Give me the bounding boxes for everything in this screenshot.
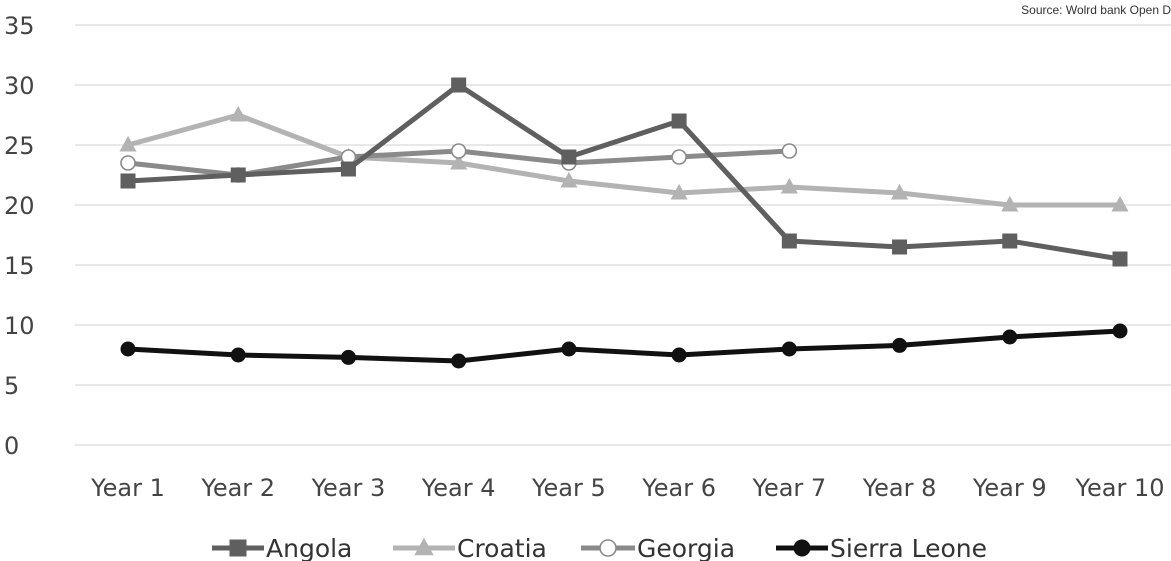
legend-marker-angola	[229, 539, 247, 557]
data-point-angola	[671, 113, 687, 129]
y-tick-label: 15	[4, 252, 35, 280]
data-point-sierra-leone	[451, 353, 467, 369]
x-tick-label: Year 3	[311, 474, 386, 502]
x-tick-label: Year 9	[972, 474, 1047, 502]
legend-marker-sierra-leone	[793, 539, 811, 557]
data-point-angola	[120, 173, 136, 189]
y-tick-label: 0	[4, 432, 19, 460]
series-line-angola	[127, 82, 1121, 262]
data-point-angola	[892, 239, 908, 255]
x-tick-label: Year 7	[751, 474, 826, 502]
legend-label: Croatia	[457, 534, 547, 561]
data-point-croatia	[780, 177, 798, 194]
x-axis-ticks: Year 1 Year 2 Year 3 Year 4 Year 5 Year 6 Year…	[90, 474, 1164, 502]
y-tick-label: 10	[4, 312, 35, 340]
legend-marker-croatia	[414, 537, 434, 556]
series-line-croatia	[127, 112, 1120, 208]
legend-item-sierra-leone: Sierra Leone	[776, 534, 987, 561]
data-point-sierra-leone	[671, 347, 687, 363]
data-point-angola	[340, 161, 356, 177]
data-point-georgia	[450, 143, 467, 159]
series-sierra-leone	[120, 323, 1128, 369]
data-point-sierra-leone	[340, 349, 356, 365]
series-line-sierra-leone	[127, 328, 1121, 364]
data-point-croatia	[450, 153, 468, 170]
x-tick-label: Year 2	[200, 474, 275, 502]
data-point-sierra-leone	[1002, 329, 1018, 345]
data-point-angola	[1002, 233, 1018, 249]
x-tick-label: Year 1	[90, 474, 165, 502]
data-point-angola	[561, 149, 577, 165]
data-point-angola	[781, 233, 797, 249]
data-point-georgia	[671, 149, 687, 165]
legend: Angola Croatia Georgia Sierra Leone	[212, 534, 987, 561]
data-point-croatia	[1001, 195, 1019, 212]
data-point-croatia	[560, 171, 578, 188]
series-angola	[120, 77, 1128, 267]
x-tick-label: Year 10	[1075, 474, 1165, 502]
y-axis-ticks: 0 5 10 15 20 25 30 35	[4, 12, 35, 460]
legend-item-croatia: Croatia	[393, 534, 547, 561]
data-point-georgia	[781, 143, 798, 159]
data-point-croatia	[670, 183, 688, 200]
y-tick-label: 5	[4, 372, 19, 400]
data-point-sierra-leone	[561, 341, 577, 357]
x-tick-label: Year 5	[531, 474, 606, 502]
data-point-croatia	[119, 135, 137, 152]
series-croatia	[119, 105, 1129, 212]
data-point-croatia	[1111, 195, 1129, 212]
legend-label: Sierra Leone	[830, 534, 987, 561]
y-tick-label: 20	[4, 192, 35, 220]
data-point-angola	[1112, 251, 1128, 267]
gridlines	[75, 24, 1171, 446]
data-point-sierra-leone	[781, 341, 797, 357]
x-tick-label: Year 4	[421, 474, 496, 502]
data-point-sierra-leone	[1112, 323, 1128, 339]
data-point-angola	[230, 167, 246, 183]
legend-item-georgia: Georgia	[581, 534, 735, 561]
source-note: Source: Wolrd bank Open D	[1021, 3, 1171, 17]
x-tick-label: Year 8	[862, 474, 937, 502]
y-tick-label: 35	[4, 12, 35, 40]
data-point-sierra-leone	[892, 337, 908, 353]
x-tick-label: Year 6	[641, 474, 716, 502]
data-point-croatia	[891, 183, 909, 200]
data-point-angola	[451, 77, 467, 93]
data-point-georgia	[120, 155, 136, 171]
data-point-sierra-leone	[120, 341, 136, 357]
data-point-sierra-leone	[230, 347, 246, 363]
y-tick-label: 25	[4, 132, 35, 160]
data-point-croatia	[229, 105, 247, 122]
legend-item-angola: Angola	[212, 534, 352, 561]
legend-marker-georgia	[599, 539, 617, 557]
legend-label: Angola	[266, 534, 352, 561]
legend-label: Georgia	[637, 534, 735, 561]
y-tick-label: 30	[4, 72, 35, 100]
